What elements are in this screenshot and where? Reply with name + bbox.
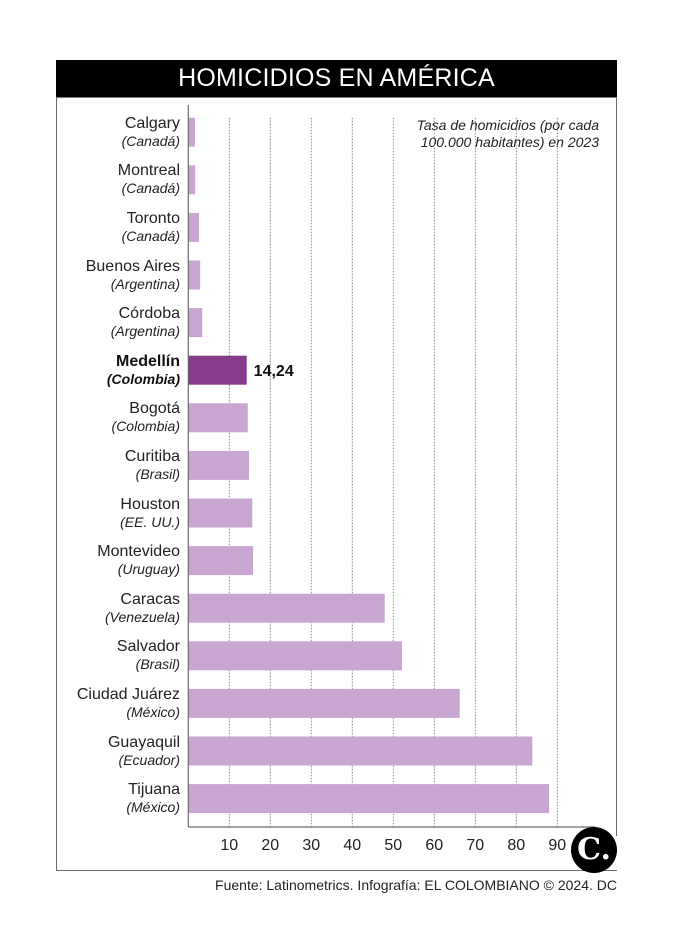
bar-toronto	[188, 212, 199, 242]
category-label: Buenos Aires (Argentina)	[40, 258, 180, 293]
bar-bogotá	[188, 403, 248, 433]
country-name: (EE. UU.)	[120, 513, 180, 530]
city-name: Calgary	[124, 114, 180, 132]
city-name: Houston	[120, 495, 180, 513]
city-name: Ciudad Juárez	[76, 685, 180, 703]
country-name: (Colombia)	[111, 418, 180, 435]
chart-frame-right-border	[616, 60, 617, 836]
city-name: Caracas	[120, 590, 180, 608]
city-name: Guayaquil	[107, 733, 180, 751]
bar-calgary	[188, 117, 195, 147]
country-name: (Argentina)	[110, 275, 180, 292]
city-name: Toronto	[126, 209, 180, 227]
country-name: (Venezuela)	[105, 608, 180, 625]
bar-ciudad-juárez	[188, 688, 460, 718]
x-tick-label-60: 60	[425, 837, 443, 854]
category-label: Córdoba (Argentina)	[40, 305, 180, 340]
country-name: (Brasil)	[135, 465, 180, 482]
city-name: Bogotá	[129, 400, 180, 418]
city-name: Buenos Aires	[85, 257, 180, 275]
category-label: Medellín (Colombia)	[40, 353, 180, 388]
city-name: Curitiba	[124, 447, 180, 465]
category-label: Bogotá (Colombia)	[40, 400, 180, 435]
category-label: Montevideo (Uruguay)	[40, 543, 180, 578]
country-name: (Brasil)	[135, 656, 180, 673]
bar-buenos-aires	[188, 260, 201, 290]
category-label: Calgary (Canadá)	[40, 115, 180, 150]
country-name: (Ecuador)	[118, 751, 180, 768]
source-footer: Fuente: Latinometrics. Infografía: EL CO…	[215, 877, 617, 893]
city-name: Medellín	[115, 352, 180, 370]
city-name: Tijuana	[128, 781, 180, 799]
category-label: Montreal (Canadá)	[40, 162, 180, 197]
x-tick-label-70: 70	[466, 837, 484, 854]
chart-subtitle: Tasa de homicidios (por cada 100.000 hab…	[379, 117, 599, 151]
bar-guayaquil	[188, 736, 533, 766]
bar-medellín	[188, 355, 247, 385]
country-name: (México)	[126, 799, 180, 816]
category-label: Ciudad Juárez (México)	[40, 686, 180, 721]
country-name: (Colombia)	[106, 370, 180, 387]
country-name: (México)	[126, 703, 180, 720]
chart-frame	[56, 60, 617, 871]
category-label: Tijuana (México)	[40, 781, 180, 816]
bar-salvador	[188, 641, 402, 671]
x-tick-label-20: 20	[261, 837, 279, 854]
country-name: (Uruguay)	[117, 561, 180, 578]
country-name: (Canadá)	[121, 180, 180, 197]
bar-caracas	[188, 593, 385, 623]
x-tick-label-90: 90	[548, 837, 566, 854]
bar-tijuana	[188, 784, 550, 814]
country-name: (Canadá)	[121, 227, 180, 244]
city-name: Salvador	[116, 638, 180, 656]
category-label: Curitiba (Brasil)	[40, 448, 180, 483]
x-tick-label-10: 10	[220, 837, 238, 854]
category-label: Guayaquil (Ecuador)	[40, 734, 180, 769]
subtitle-line-1: Tasa de homicidios (por cada	[416, 117, 599, 133]
bar-montevideo	[188, 546, 254, 576]
bar-córdoba	[188, 308, 203, 338]
data-label-medellín: 14,24	[254, 363, 294, 380]
category-label: Caracas (Venezuela)	[40, 591, 180, 626]
category-label: Houston (EE. UU.)	[40, 496, 180, 531]
x-tick-label-40: 40	[343, 837, 361, 854]
country-name: (Canadá)	[121, 132, 180, 149]
bar-houston	[188, 498, 253, 528]
bar-montreal	[188, 165, 196, 195]
x-tick-label-30: 30	[302, 837, 320, 854]
city-name: Montreal	[117, 162, 180, 180]
category-label: Salvador (Brasil)	[40, 638, 180, 673]
category-label: Toronto (Canadá)	[40, 210, 180, 245]
x-tick-label-50: 50	[384, 837, 402, 854]
city-name: Córdoba	[118, 305, 180, 323]
el-colombiano-logo: C.	[571, 827, 617, 873]
city-name: Montevideo	[97, 543, 180, 561]
subtitle-line-2: 100.000 habitantes) en 2023	[420, 134, 599, 150]
x-tick-label-80: 80	[507, 837, 525, 854]
bar-curitiba	[188, 450, 249, 480]
chart-title: HOMICIDIOS EN AMÉRICA	[56, 60, 617, 97]
country-name: (Argentina)	[110, 323, 180, 340]
header-divider	[56, 97, 617, 98]
